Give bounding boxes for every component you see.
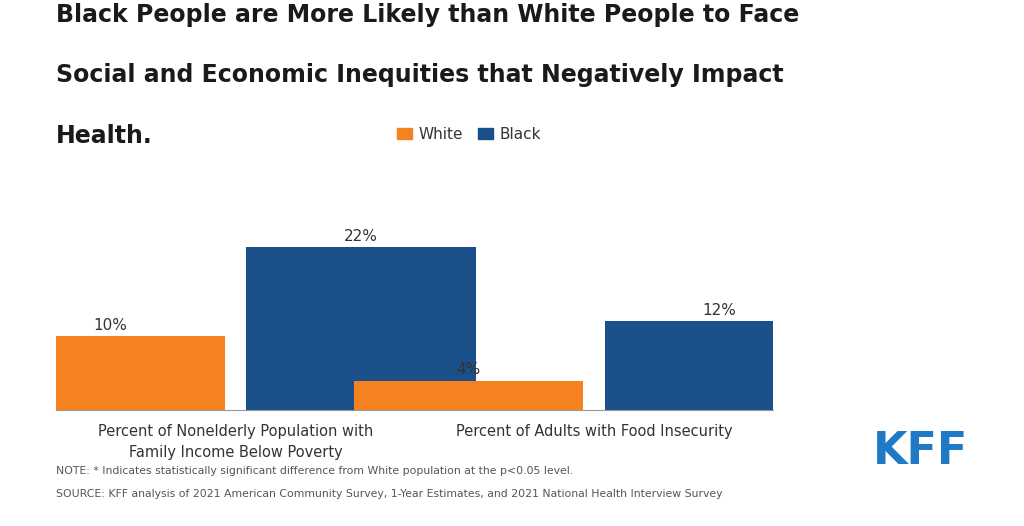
Bar	[0, 336, 224, 410]
Text: NOTE: * Indicates statistically significant difference from White population at : NOTE: * Indicates statistically signific…	[56, 466, 573, 476]
Text: KFF: KFF	[872, 430, 968, 473]
Text: Social and Economic Inequities that Negatively Impact: Social and Economic Inequities that Nega…	[56, 63, 784, 87]
Bar	[604, 321, 834, 410]
Text: SOURCE: KFF analysis of 2021 American Community Survey, 1-Year Estimates, and 20: SOURCE: KFF analysis of 2021 American Co…	[56, 489, 723, 499]
Bar	[353, 381, 583, 410]
Text: 10%: 10%	[93, 318, 127, 332]
Text: Black People are More Likely than White People to Face: Black People are More Likely than White …	[56, 3, 800, 27]
Text: 12%: 12%	[702, 303, 736, 318]
Legend: White, Black: White, Black	[396, 127, 541, 142]
Bar	[246, 247, 475, 410]
Text: Health.: Health.	[56, 124, 153, 148]
Text: 22%: 22%	[344, 229, 378, 244]
Text: 4%: 4%	[457, 362, 480, 377]
